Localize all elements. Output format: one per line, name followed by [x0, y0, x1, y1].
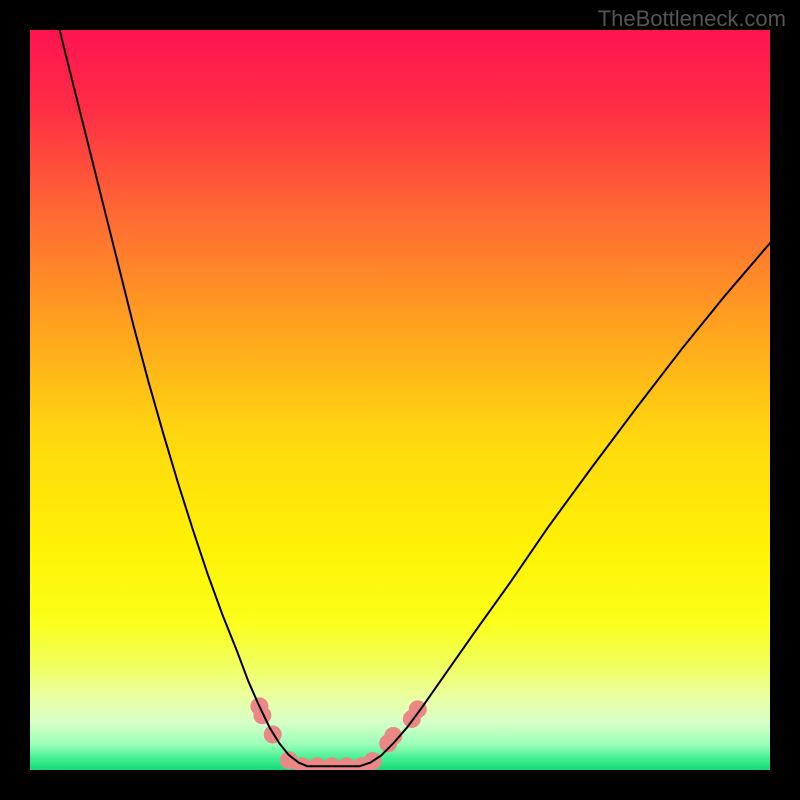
- bottleneck-curve: [60, 30, 770, 766]
- plot-area: [30, 30, 770, 770]
- watermark-text: TheBottleneck.com: [598, 6, 786, 32]
- curve-overlay: [30, 30, 770, 770]
- marker-layer: [250, 697, 426, 770]
- chart-frame: TheBottleneck.com: [0, 0, 800, 800]
- data-marker: [253, 706, 271, 724]
